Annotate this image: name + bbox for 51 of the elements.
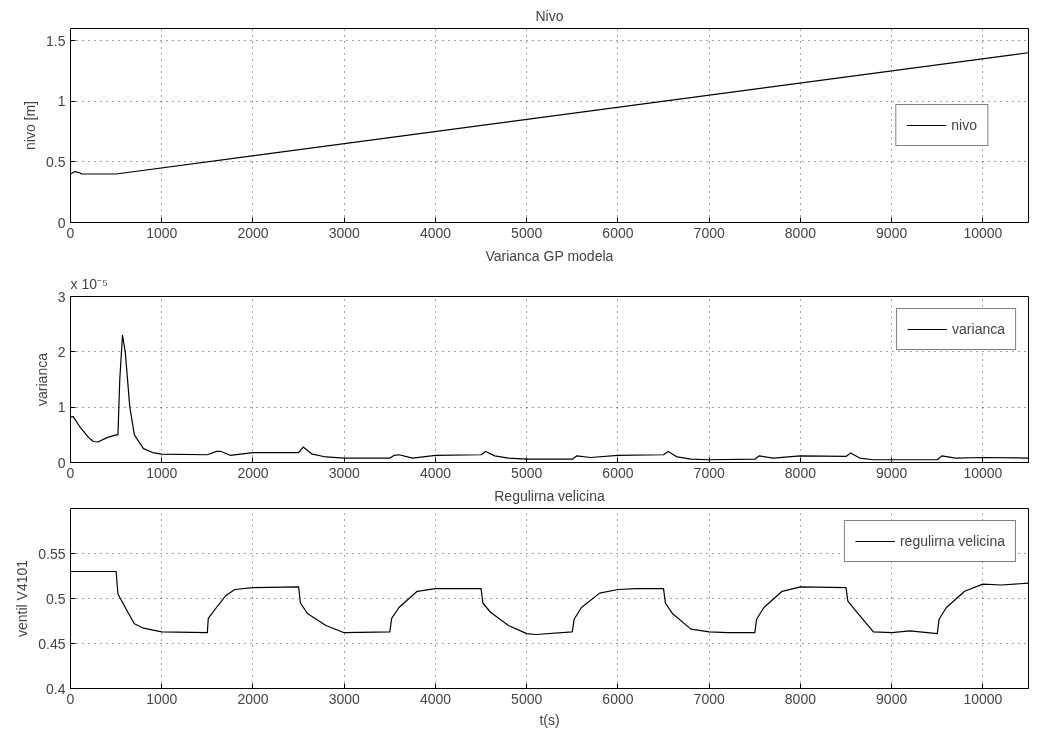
x-tick-label: 7000 (693, 464, 725, 481)
y-tick-label: 0.5 (46, 153, 66, 170)
x-tick-label: 8000 (784, 224, 817, 241)
chart-title: Varianca GP modela (485, 247, 614, 264)
x-tick-label: 6000 (602, 224, 634, 241)
x-axis-title: t(s) (539, 711, 560, 728)
x-tick-label: 4000 (419, 464, 452, 481)
x-tick-label: 6000 (602, 690, 634, 707)
x-tick-label: 10000 (963, 464, 1003, 481)
y-tick-label: 1 (57, 93, 66, 110)
x-tick-label: 2000 (237, 464, 269, 481)
x-tick-label: 9000 (876, 224, 908, 241)
x-tick-label: 4000 (419, 690, 452, 707)
x-tick-label: 6000 (602, 464, 634, 481)
y-axis-title: nivo [m] (22, 100, 39, 151)
x-tick-label: 4000 (419, 224, 452, 241)
x-tick-label: 3000 (328, 224, 360, 241)
x-tick-label: 8000 (784, 464, 817, 481)
x-tick-label: 1000 (146, 690, 178, 707)
y-tick-label: 0.45 (38, 635, 66, 652)
x-tick-label: 5000 (511, 690, 543, 707)
y-tick-label: 3 (57, 288, 66, 305)
y-axis-title: varianca (33, 352, 50, 406)
x-tick-label: 1000 (146, 464, 178, 481)
y-tick-label: 0.4 (46, 680, 66, 697)
chart-title: Regulirna velicina (494, 487, 605, 504)
y-tick-label: 1.5 (46, 32, 66, 49)
legend-label: varianca (952, 321, 1005, 337)
x-tick-label: 8000 (784, 690, 817, 707)
x-tick-label: 9000 (876, 690, 908, 707)
x-tick-label: 5000 (511, 224, 543, 241)
legend-label: regulirna velicina (899, 533, 1005, 549)
x-tick-label: 9000 (876, 464, 908, 481)
y-axis-title: ventil V4101 (14, 559, 31, 638)
x-tick-label: 10000 (963, 690, 1003, 707)
x-tick-label: 2000 (237, 224, 269, 241)
x-tick-label: 7000 (693, 224, 725, 241)
x-tick-label: 7000 (693, 690, 725, 707)
x-tick-label: 2000 (237, 690, 269, 707)
chart-title: Nivo (535, 7, 564, 24)
x-tick-label: 1000 (146, 224, 178, 241)
y-tick-label: 0.5 (46, 590, 66, 607)
y-tick-label: 0.55 (38, 545, 66, 562)
x-tick-label: 10000 (963, 224, 1003, 241)
y-tick-label: 2 (57, 343, 66, 360)
text: x 10⁻⁵ (70, 275, 108, 292)
legend-label: nivo (951, 117, 977, 133)
x-tick-label: 5000 (511, 464, 543, 481)
y-tick-label: 1 (57, 399, 66, 416)
x-tick-label: 3000 (328, 690, 360, 707)
x-tick-label: 3000 (328, 464, 360, 481)
